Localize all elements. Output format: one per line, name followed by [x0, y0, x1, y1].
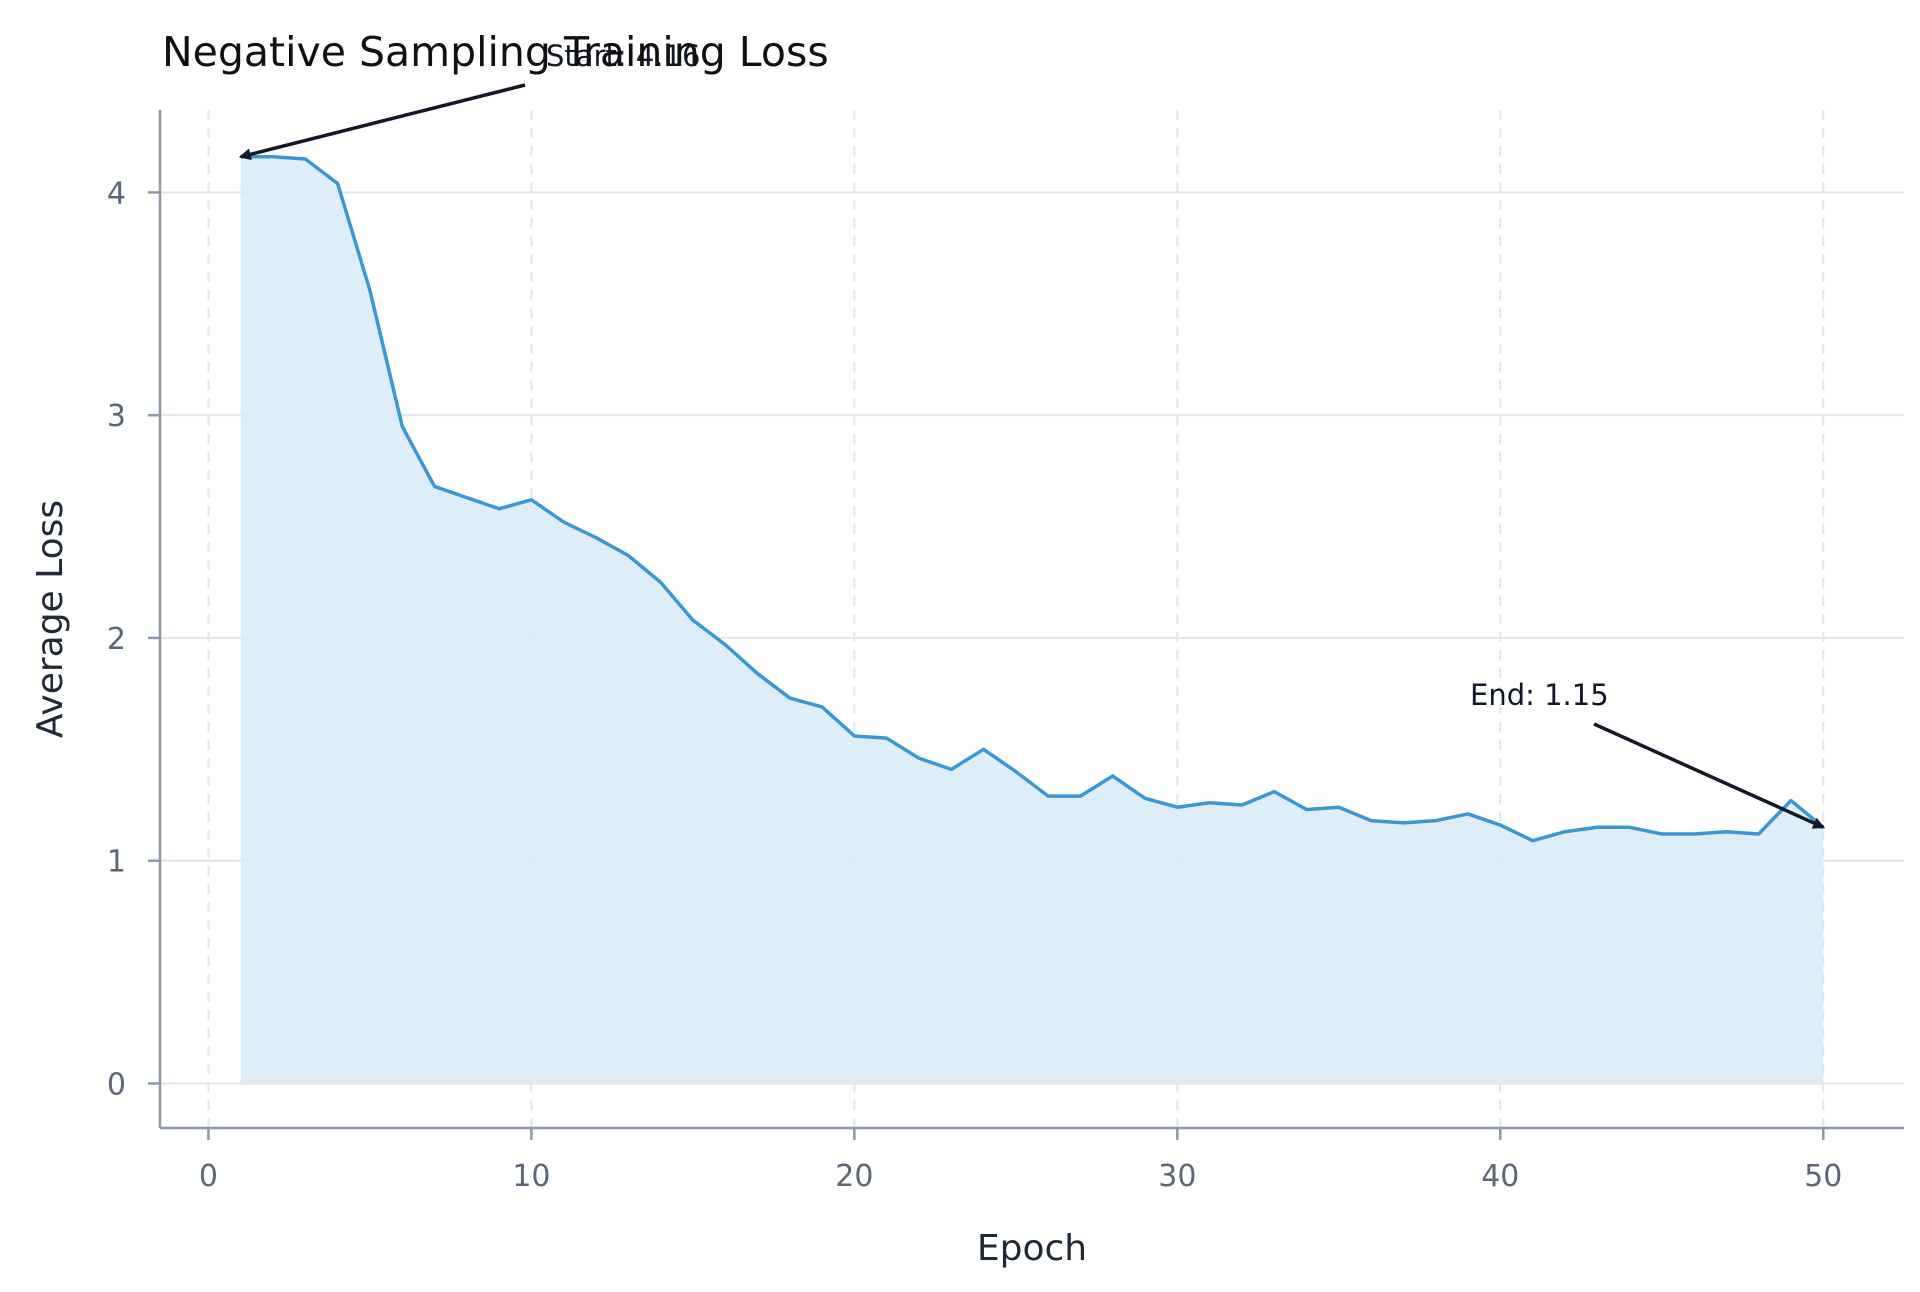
annotation-label-1: End: 1.15 [1470, 678, 1609, 712]
x-tick-label: 0 [199, 1159, 218, 1194]
x-axis-label: Epoch [977, 1228, 1087, 1269]
y-tick-label: 3 [107, 399, 126, 434]
y-tick-label: 4 [107, 176, 126, 211]
axes [148, 110, 1904, 1140]
x-tick-label: 20 [835, 1159, 873, 1194]
annotation-label-0: Start: 4.16 [546, 39, 700, 73]
tick-labels: 0 10 20 30 40 50 0 1 2 3 4 [107, 176, 1842, 1194]
y-axis-label: Average Loss [30, 500, 71, 738]
y-tick-label: 2 [107, 622, 126, 657]
x-tick-label: 50 [1804, 1159, 1842, 1194]
y-tick-label: 0 [107, 1067, 126, 1102]
annotation-arrow-1 [1593, 722, 1826, 829]
x-tick-label: 10 [512, 1159, 550, 1194]
y-tick-label: 1 [107, 845, 126, 880]
x-tick-label: 40 [1481, 1159, 1519, 1194]
loss-line [240, 155, 1825, 843]
x-tick-label: 30 [1158, 1159, 1196, 1194]
chart-title: Negative Sampling Training Loss [162, 28, 829, 76]
loss-area [240, 156, 1824, 1084]
annotations: Start: 4.16 End: 1.15 [238, 39, 1826, 829]
annotation-arrow-0 [238, 83, 526, 161]
